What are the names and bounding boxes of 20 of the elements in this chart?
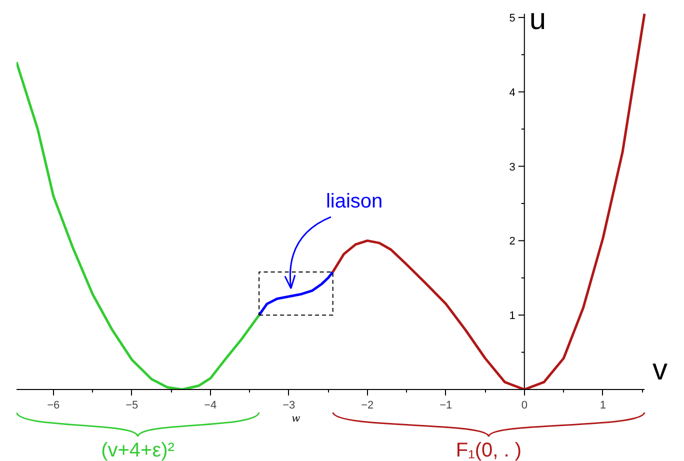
x-tick-label: −1 xyxy=(440,400,452,412)
line-series xyxy=(16,60,260,390)
x-axis-title: v xyxy=(652,354,668,386)
y-tick-label: 2 xyxy=(509,236,516,248)
x-tick-label: 1 xyxy=(600,400,606,412)
y-tick-label: 1 xyxy=(509,310,516,322)
x-tick-label: −3 xyxy=(282,400,296,412)
y-axis-title: u xyxy=(529,2,546,36)
x-tick-label: −5 xyxy=(126,400,138,412)
y-tick-label: 4 xyxy=(509,86,516,99)
x-tick-label: −6 xyxy=(47,400,60,412)
text: F₁(0, . ) xyxy=(456,440,522,461)
x-tick-label: −2 xyxy=(361,400,374,412)
y-tick-label: 3 xyxy=(509,161,516,174)
x-tick-label: −4 xyxy=(204,400,217,412)
text: w xyxy=(292,414,301,424)
text: (v+4+ε)² xyxy=(101,440,175,461)
text: liaison xyxy=(326,190,383,213)
x-tick-label: 0 xyxy=(521,400,528,412)
y-tick-label: 5 xyxy=(509,12,516,24)
